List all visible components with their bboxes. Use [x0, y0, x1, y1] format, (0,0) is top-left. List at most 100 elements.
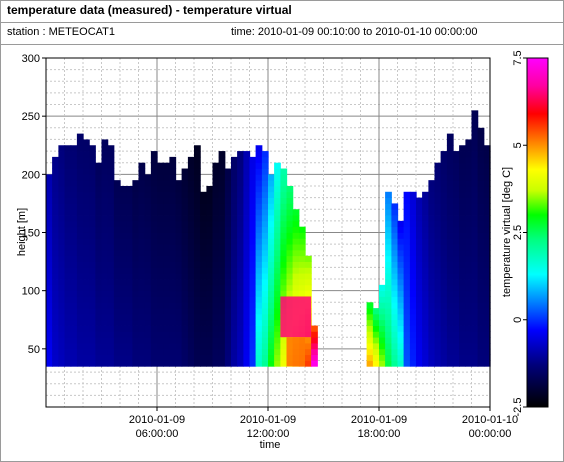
- heatmap-cell: [434, 232, 442, 239]
- heatmap-cell: [212, 273, 220, 280]
- heatmap-cell: [243, 255, 251, 262]
- heatmap-cell: [446, 267, 454, 274]
- heatmap-cell: [144, 308, 152, 315]
- heatmap-cell: [440, 331, 448, 338]
- heatmap-cell: [107, 249, 115, 257]
- heatmap-cell: [218, 191, 226, 198]
- heatmap-cell: [224, 313, 232, 321]
- heatmap-cell: [261, 273, 269, 280]
- heatmap-cell: [157, 232, 164, 239]
- heatmap-cell: [187, 156, 195, 164]
- heatmap-cell: [212, 313, 220, 321]
- heatmap-cell: [249, 267, 257, 274]
- heatmap-cell: [446, 290, 454, 297]
- heatmap-cell: [249, 156, 257, 164]
- heatmap-cell: [200, 267, 207, 274]
- heatmap-cell: [446, 319, 454, 326]
- heatmap-cell: [255, 325, 263, 332]
- heatmap-cell: [409, 360, 417, 367]
- heatmap-cell: [237, 232, 244, 239]
- heatmap-cell: [95, 354, 103, 361]
- heatmap-cell: [459, 284, 466, 292]
- heatmap-cell: [107, 261, 115, 268]
- heatmap-cell: [169, 249, 177, 257]
- heatmap-cell: [274, 273, 281, 280]
- heatmap-cell: [175, 249, 183, 257]
- y-tick-label: 150: [22, 228, 40, 240]
- heatmap-cell: [483, 220, 491, 228]
- heatmap-cell: [200, 325, 207, 332]
- heatmap-cell: [292, 279, 300, 286]
- heatmap-cell: [194, 337, 201, 344]
- heatmap-cell: [465, 249, 473, 257]
- heatmap-cell: [459, 337, 466, 344]
- heatmap-cell: [194, 156, 201, 164]
- heatmap-cell: [434, 261, 442, 268]
- heatmap-cell: [200, 238, 207, 245]
- heatmap-cell: [465, 174, 473, 181]
- heatmap-cell: [249, 249, 257, 257]
- heatmap-cell: [58, 180, 66, 187]
- heatmap-cell: [268, 220, 275, 228]
- heatmap-cell: [255, 156, 263, 164]
- heatmap-cell: [465, 191, 473, 198]
- heatmap-cell: [416, 290, 423, 297]
- heatmap-cell: [163, 319, 170, 326]
- heatmap-cell: [163, 296, 170, 303]
- heatmap-cell: [83, 284, 90, 292]
- heatmap-cell: [422, 244, 429, 251]
- heatmap-cell: [150, 337, 158, 344]
- heatmap-cell: [409, 261, 417, 268]
- heatmap-cell: [465, 255, 473, 262]
- heatmap-cell: [249, 331, 257, 338]
- heatmap-cell: [175, 238, 183, 245]
- heatmap-cell: [403, 279, 411, 286]
- heatmap-cell: [428, 302, 436, 309]
- heatmap-cell: [187, 331, 195, 338]
- heatmap-cell: [169, 302, 177, 309]
- heatmap-cell: [58, 174, 66, 181]
- heatmap-cell: [397, 232, 405, 239]
- heatmap-cell: [243, 284, 251, 292]
- heatmap-cell: [428, 180, 436, 187]
- heatmap-cell: [372, 354, 380, 361]
- heatmap-cell: [261, 354, 269, 361]
- heatmap-cell: [446, 215, 454, 222]
- heatmap-cell: [274, 226, 281, 233]
- heatmap-cell: [391, 284, 399, 292]
- colorbar-label: temperature virtual [deg C]: [501, 167, 513, 297]
- heatmap-cell: [403, 360, 411, 367]
- heatmap-cell: [459, 325, 466, 332]
- heatmap-cell: [132, 337, 140, 344]
- heatmap-cell: [261, 325, 269, 332]
- heatmap-cell: [144, 226, 152, 233]
- heatmap-cell: [150, 279, 158, 286]
- heatmap-cell: [385, 290, 392, 297]
- heatmap-cell: [255, 180, 263, 187]
- heatmap-cell: [249, 308, 257, 315]
- heatmap-cell: [200, 348, 207, 356]
- heatmap-cell: [157, 308, 164, 315]
- heatmap-cell: [391, 308, 399, 315]
- heatmap-cell: [465, 360, 473, 367]
- heatmap-cell: [138, 244, 146, 251]
- heatmap-cell: [483, 209, 491, 216]
- heatmap-cell: [113, 185, 121, 193]
- heatmap-cell: [138, 226, 146, 233]
- heatmap-cell: [224, 296, 232, 303]
- heatmap-cell: [150, 226, 158, 233]
- heatmap-cell: [181, 232, 189, 239]
- heatmap-cell: [187, 255, 195, 262]
- heatmap-cell: [150, 151, 158, 158]
- heatmap-cell: [459, 279, 466, 286]
- heatmap-cell: [46, 174, 53, 181]
- heatmap-cell: [212, 319, 220, 326]
- heatmap-cell: [46, 302, 53, 309]
- heatmap-cell: [212, 325, 220, 332]
- heatmap-cell: [218, 197, 226, 204]
- heatmap-cell: [255, 203, 263, 210]
- heatmap-cell: [255, 308, 263, 315]
- heatmap-cell: [477, 174, 485, 181]
- heatmap-cell: [200, 255, 207, 262]
- heatmap-cell: [52, 191, 59, 198]
